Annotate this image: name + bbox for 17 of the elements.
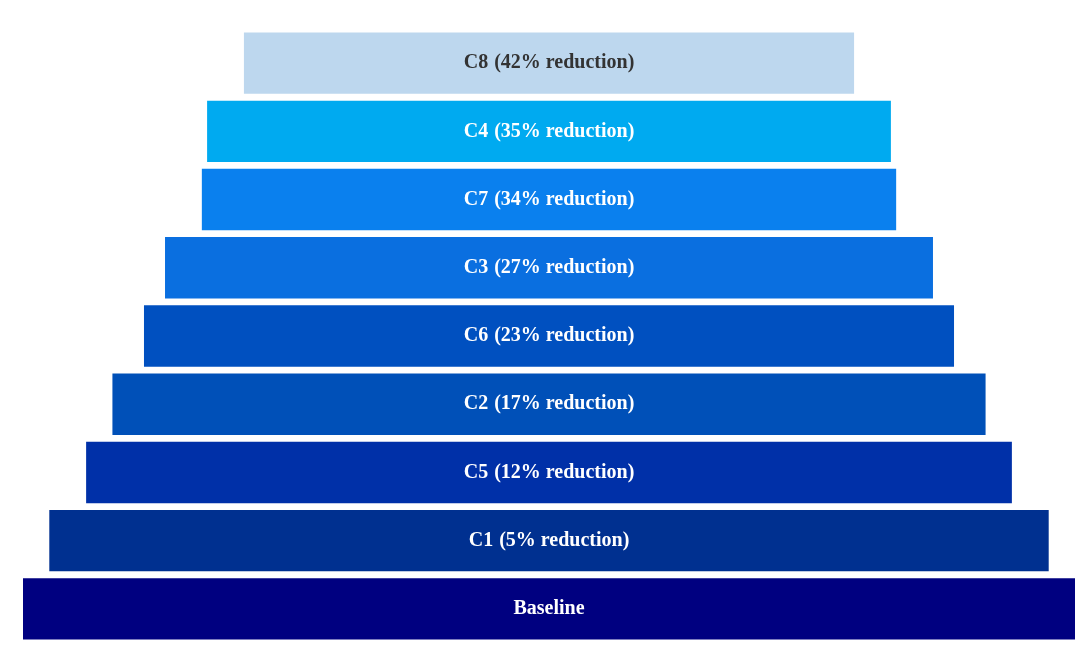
category-label: C7	[463, 186, 489, 209]
category-label: C3	[463, 254, 489, 277]
data-label: (42% reduction)	[494, 50, 635, 74]
data-label: (23% reduction)	[494, 323, 635, 347]
data-label: (34% reduction)	[494, 186, 635, 210]
category-label: C5	[463, 459, 489, 482]
category-label: C1	[468, 527, 494, 550]
data-label: (27% reduction)	[494, 254, 635, 278]
category-label: C8	[463, 50, 489, 73]
data-label: (35% reduction)	[494, 118, 635, 142]
data-label: (5% reduction)	[499, 527, 630, 551]
category-label: Baseline	[513, 596, 585, 619]
category-label: C4	[463, 118, 489, 141]
data-label: (12% reduction)	[494, 459, 635, 483]
category-label: C2	[463, 391, 489, 414]
data-label: (17% reduction)	[494, 391, 635, 415]
category-label: C6	[463, 323, 489, 346]
